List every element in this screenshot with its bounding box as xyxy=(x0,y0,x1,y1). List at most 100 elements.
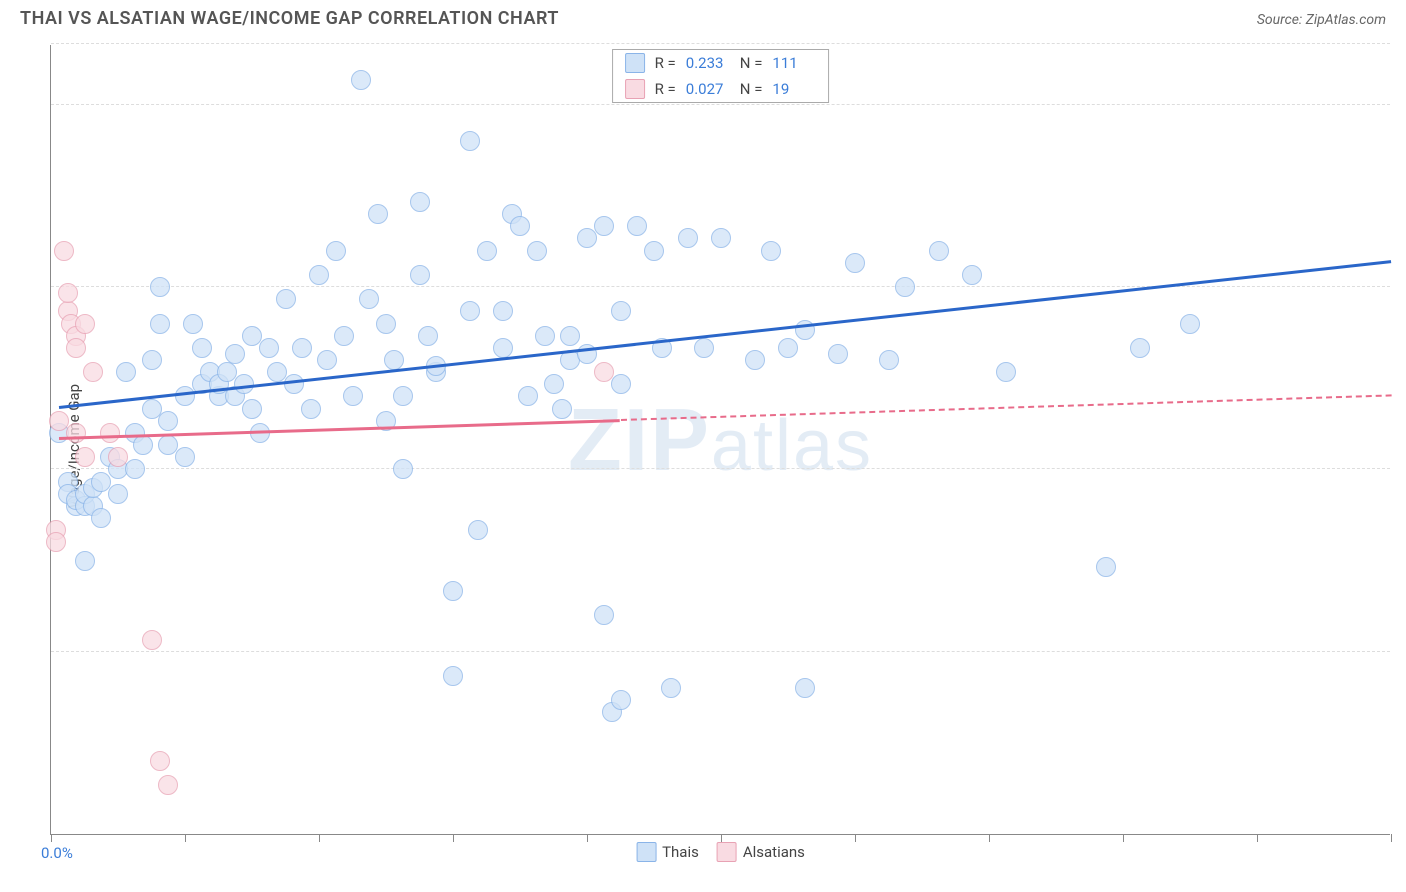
data-point xyxy=(611,374,631,394)
x-tick xyxy=(185,834,186,842)
x-tick xyxy=(453,834,454,842)
n-value: 19 xyxy=(772,80,816,98)
data-point xyxy=(309,265,329,285)
data-point xyxy=(611,301,631,321)
data-point xyxy=(1180,314,1200,334)
data-point xyxy=(828,344,848,364)
data-point xyxy=(108,447,128,467)
legend-swatch xyxy=(625,79,645,99)
data-point xyxy=(301,399,321,419)
data-point xyxy=(460,301,480,321)
legend-row: R =0.027N =19 xyxy=(613,76,829,102)
x-min-label: 0.0% xyxy=(41,844,73,862)
chart-title: THAI VS ALSATIAN WAGE/INCOME GAP CORRELA… xyxy=(20,8,559,29)
data-point xyxy=(493,338,513,358)
data-point xyxy=(150,751,170,771)
data-point xyxy=(577,228,597,248)
series-legend: Thais Alsatians xyxy=(636,842,805,862)
data-point xyxy=(158,775,178,795)
data-point xyxy=(493,301,513,321)
data-point xyxy=(594,216,614,236)
data-point xyxy=(1096,557,1116,577)
data-point xyxy=(410,192,430,212)
data-point xyxy=(46,532,66,552)
x-tick xyxy=(319,834,320,842)
n-label: N = xyxy=(740,54,763,72)
data-point xyxy=(678,228,698,248)
correlation-legend: R =0.233N =111R =0.027N =19 xyxy=(612,49,830,103)
data-point xyxy=(443,581,463,601)
x-tick xyxy=(855,834,856,842)
gridline xyxy=(51,104,1390,105)
data-point xyxy=(393,386,413,406)
data-point xyxy=(845,253,865,273)
data-point xyxy=(175,386,195,406)
data-point xyxy=(83,362,103,382)
data-point xyxy=(183,314,203,334)
data-point xyxy=(66,338,86,358)
n-label: N = xyxy=(740,80,763,98)
data-point xyxy=(661,678,681,698)
legend-item: Thais xyxy=(636,842,699,862)
gridline xyxy=(51,43,1390,44)
data-point xyxy=(54,241,74,261)
data-point xyxy=(150,314,170,334)
data-point xyxy=(175,447,195,467)
data-point xyxy=(711,228,731,248)
data-point xyxy=(225,344,245,364)
data-point xyxy=(694,338,714,358)
data-point xyxy=(745,350,765,370)
data-point xyxy=(351,70,371,90)
data-point xyxy=(142,630,162,650)
scatter-chart: ZIPatlas 15.0%30.0%45.0%60.0%0.0%80.0%R … xyxy=(50,45,1390,835)
watermark: ZIPatlas xyxy=(568,389,873,491)
data-point xyxy=(560,326,580,346)
data-point xyxy=(359,289,379,309)
data-point xyxy=(594,605,614,625)
x-tick xyxy=(721,834,722,842)
data-point xyxy=(376,314,396,334)
data-point xyxy=(929,241,949,261)
data-point xyxy=(552,399,572,419)
data-point xyxy=(91,508,111,528)
data-point xyxy=(125,459,145,479)
data-point xyxy=(100,423,120,443)
data-point xyxy=(418,326,438,346)
r-value: 0.027 xyxy=(686,80,730,98)
data-point xyxy=(75,447,95,467)
data-point xyxy=(393,459,413,479)
data-point xyxy=(75,551,95,571)
data-point xyxy=(410,265,430,285)
data-point xyxy=(627,216,647,236)
data-point xyxy=(343,386,363,406)
data-point xyxy=(75,314,95,334)
data-point xyxy=(468,520,488,540)
data-point xyxy=(58,283,78,303)
data-point xyxy=(1130,338,1150,358)
x-tick xyxy=(51,834,52,842)
y-tick-label: 30.0% xyxy=(1395,442,1406,460)
legend-row: R =0.233N =111 xyxy=(613,50,829,76)
data-point xyxy=(611,690,631,710)
legend-item: Alsatians xyxy=(717,842,805,862)
legend-swatch xyxy=(636,842,656,862)
data-point xyxy=(133,435,153,455)
x-tick xyxy=(1257,834,1258,842)
data-point xyxy=(317,350,337,370)
legend-label: Thais xyxy=(662,843,699,861)
data-point xyxy=(384,350,404,370)
legend-swatch xyxy=(717,842,737,862)
legend-swatch xyxy=(625,53,645,73)
data-point xyxy=(795,678,815,698)
data-point xyxy=(276,289,296,309)
x-tick xyxy=(1123,834,1124,842)
data-point xyxy=(962,265,982,285)
data-point xyxy=(326,241,346,261)
data-point xyxy=(158,411,178,431)
data-point xyxy=(761,241,781,261)
data-point xyxy=(460,131,480,151)
data-point xyxy=(996,362,1016,382)
data-point xyxy=(644,241,664,261)
data-point xyxy=(443,666,463,686)
y-tick-label: 60.0% xyxy=(1395,78,1406,96)
